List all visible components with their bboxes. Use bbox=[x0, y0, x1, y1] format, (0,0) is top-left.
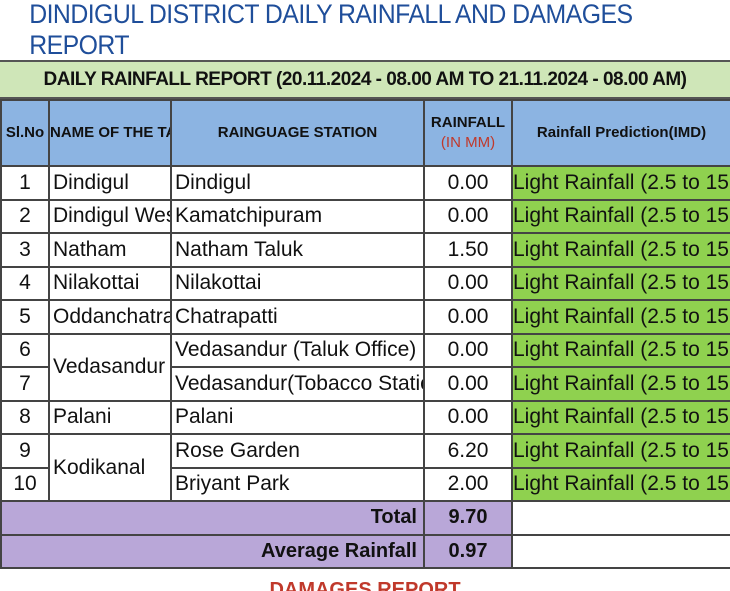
row-prediction: Light Rainfall (2.5 to 15.5) bbox=[511, 366, 730, 402]
row-rainfall: 6.20 bbox=[423, 433, 513, 469]
table-header-row: Sl.No NAME OF THE TALUK RAINGUAGE STATIO… bbox=[0, 99, 730, 167]
row-sl-no: 7 bbox=[0, 366, 50, 402]
row-prediction: Light Rainfall (2.5 to 15.5) bbox=[511, 399, 730, 435]
total-value: 9.70 bbox=[423, 500, 513, 536]
row-prediction: Light Rainfall (2.5 to 15.5) bbox=[511, 332, 730, 368]
row-taluk: Natham bbox=[48, 232, 172, 268]
row-taluk: Nilakottai bbox=[48, 265, 172, 301]
row-station: Palani bbox=[170, 399, 425, 435]
row-station: Vedasandur (Taluk Office) bbox=[170, 332, 425, 368]
row-taluk: Dindigul bbox=[48, 165, 172, 201]
row-sl-no: 6 bbox=[0, 332, 50, 368]
row-sl-no: 4 bbox=[0, 265, 50, 301]
row-rainfall: 0.00 bbox=[423, 399, 513, 435]
row-rainfall: 0.00 bbox=[423, 198, 513, 234]
damages-report-heading: DAMAGES REPORT bbox=[0, 573, 730, 591]
average-row: Average Rainfall 0.97 bbox=[0, 533, 730, 569]
row-rainfall: 0.00 bbox=[423, 332, 513, 368]
row-sl-no: 9 bbox=[0, 433, 50, 469]
header-rainfall: RAINFALL (IN MM) bbox=[423, 99, 513, 167]
report-subtitle: DAILY RAINFALL REPORT (20.11.2024 - 08.0… bbox=[0, 60, 730, 99]
row-station: Vedasandur(Tobacco Station) bbox=[170, 366, 425, 402]
row-sl-no: 5 bbox=[0, 299, 50, 335]
row-rainfall: 0.00 bbox=[423, 366, 513, 402]
row-prediction: Light Rainfall (2.5 to 15.5) bbox=[511, 232, 730, 268]
row-prediction: Light Rainfall (2.5 to 15.5) bbox=[511, 265, 730, 301]
total-row: Total 9.70 bbox=[0, 500, 730, 536]
header-rainfall-unit: (IN MM) bbox=[440, 134, 496, 151]
row-taluk: Oddanchatram bbox=[48, 299, 172, 335]
row-sl-no: 10 bbox=[0, 466, 50, 502]
row-rainfall: 0.00 bbox=[423, 299, 513, 335]
header-sl-no: Sl.No bbox=[0, 99, 50, 167]
table-row: 5 Oddanchatram Chatrapatti 0.00 Light Ra… bbox=[0, 299, 730, 335]
total-blank-cell bbox=[511, 500, 730, 536]
row-rainfall: 1.50 bbox=[423, 232, 513, 268]
table-row: 6 Vedasandur Vedasandur (Taluk Office) 0… bbox=[0, 332, 730, 402]
rainfall-table: Sl.No NAME OF THE TALUK RAINGUAGE STATIO… bbox=[0, 99, 730, 569]
row-station: Dindigul bbox=[170, 165, 425, 201]
table-row: 3 Natham Natham Taluk 1.50 Light Rainfal… bbox=[0, 232, 730, 268]
row-rainfall: 0.00 bbox=[423, 165, 513, 201]
table-row: 4 Nilakottai Nilakottai 0.00 Light Rainf… bbox=[0, 265, 730, 301]
row-sl-no: 1 bbox=[0, 165, 50, 201]
row-station: Natham Taluk bbox=[170, 232, 425, 268]
total-label: Total bbox=[0, 500, 425, 536]
row-taluk: Vedasandur bbox=[48, 332, 172, 402]
row-taluk: Kodikanal bbox=[48, 433, 172, 502]
damages-report-label: DAMAGES REPORT bbox=[269, 579, 461, 591]
average-blank-cell bbox=[511, 533, 730, 569]
average-label: Average Rainfall bbox=[0, 533, 425, 569]
table-row: 1 Dindigul Dindigul 0.00 Light Rainfall … bbox=[0, 165, 730, 201]
row-prediction: Light Rainfall (2.5 to 15.5) bbox=[511, 299, 730, 335]
table-row: 9 Kodikanal Rose Garden 6.20 Light Rainf… bbox=[0, 433, 730, 502]
row-sl-no: 8 bbox=[0, 399, 50, 435]
table-row: 2 Dindigul West Kamatchipuram 0.00 Light… bbox=[0, 198, 730, 234]
row-station: Briyant Park bbox=[170, 466, 425, 502]
row-prediction: Light Rainfall (2.5 to 15.5) bbox=[511, 198, 730, 234]
header-taluk: NAME OF THE TALUK bbox=[48, 99, 172, 167]
row-taluk: Dindigul West bbox=[48, 198, 172, 234]
header-rainfall-label: RAINFALL bbox=[430, 114, 506, 131]
row-rainfall: 0.00 bbox=[423, 265, 513, 301]
table-row: 7 Vedasandur(Tobacco Station) 0.00 Light… bbox=[0, 366, 730, 402]
row-sl-no: 2 bbox=[0, 198, 50, 234]
row-station: Kamatchipuram bbox=[170, 198, 425, 234]
row-rainfall: 2.00 bbox=[423, 466, 513, 502]
row-prediction: Light Rainfall (2.5 to 15.5) bbox=[511, 433, 730, 469]
report-title: DINDIGUL DISTRICT DAILY RAINFALL AND DAM… bbox=[29, 0, 633, 60]
table-row: 10 Briyant Park 2.00 Light Rainfall (2.5… bbox=[0, 466, 730, 502]
row-taluk: Palani bbox=[48, 399, 172, 435]
row-prediction: Light Rainfall (2.5 to 15.5) bbox=[511, 165, 730, 201]
row-station: Rose Garden bbox=[170, 433, 425, 469]
header-prediction: Rainfall Prediction(IMD) bbox=[511, 99, 730, 167]
row-station: Nilakottai bbox=[170, 265, 425, 301]
table-row: 8 Palani Palani 0.00 Light Rainfall (2.5… bbox=[0, 399, 730, 435]
row-prediction: Light Rainfall (2.5 to 15.5) bbox=[511, 466, 730, 502]
average-value: 0.97 bbox=[423, 533, 513, 569]
header-station: RAINGUAGE STATION bbox=[170, 99, 425, 167]
row-station: Chatrapatti bbox=[170, 299, 425, 335]
row-sl-no: 3 bbox=[0, 232, 50, 268]
